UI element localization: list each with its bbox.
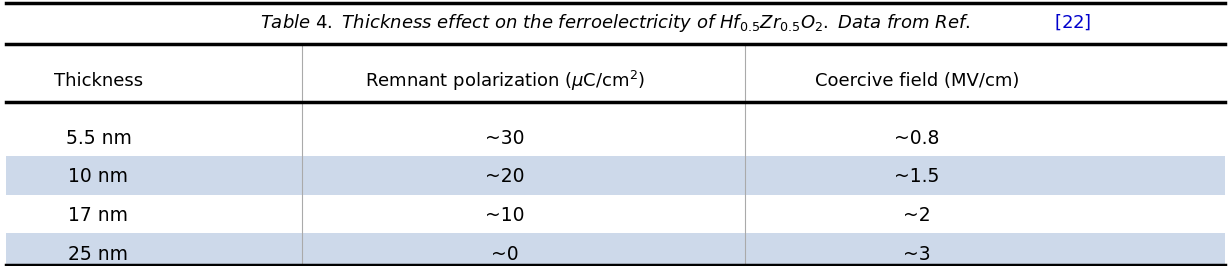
- Text: ~2: ~2: [904, 206, 931, 225]
- Text: Remnant polarization ($\mu$C/cm$^2$): Remnant polarization ($\mu$C/cm$^2$): [364, 69, 645, 93]
- Text: ~3: ~3: [904, 244, 931, 264]
- Text: ~0.8: ~0.8: [895, 129, 939, 148]
- Text: ~20: ~20: [485, 167, 524, 186]
- Text: Coercive field (MV/cm): Coercive field (MV/cm): [815, 72, 1019, 90]
- Text: ~0: ~0: [491, 244, 518, 264]
- Text: $\mathit{Table\ 4.\ Thickness\ effect\ on\ the\ ferroelectricity\ of\ Hf_{0.5}Zr: $\mathit{Table\ 4.\ Thickness\ effect\ o…: [260, 12, 971, 34]
- Text: 25 nm: 25 nm: [69, 244, 128, 264]
- Text: ~10: ~10: [485, 206, 524, 225]
- Text: 5.5 nm: 5.5 nm: [65, 129, 132, 148]
- Text: ~1.5: ~1.5: [895, 167, 939, 186]
- FancyBboxPatch shape: [6, 195, 1225, 236]
- Text: ~30: ~30: [485, 129, 524, 148]
- FancyBboxPatch shape: [6, 234, 1225, 266]
- FancyBboxPatch shape: [6, 118, 1225, 159]
- Text: 10 nm: 10 nm: [69, 167, 128, 186]
- Text: Thickness: Thickness: [54, 72, 143, 90]
- Text: 17 nm: 17 nm: [69, 206, 128, 225]
- Text: $\mathit{[22]}$: $\mathit{[22]}$: [1054, 13, 1091, 32]
- FancyBboxPatch shape: [6, 156, 1225, 197]
